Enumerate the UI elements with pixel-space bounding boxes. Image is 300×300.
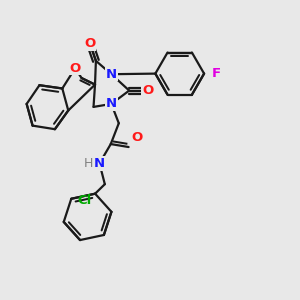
Text: H: H — [84, 157, 93, 170]
Text: N: N — [106, 98, 117, 110]
Text: O: O — [132, 131, 143, 144]
Text: O: O — [142, 84, 153, 97]
Text: N: N — [94, 157, 105, 170]
Text: F: F — [212, 67, 220, 80]
Text: Cl: Cl — [77, 194, 92, 207]
Text: O: O — [70, 62, 81, 75]
Text: O: O — [84, 37, 96, 50]
Text: N: N — [106, 68, 117, 81]
